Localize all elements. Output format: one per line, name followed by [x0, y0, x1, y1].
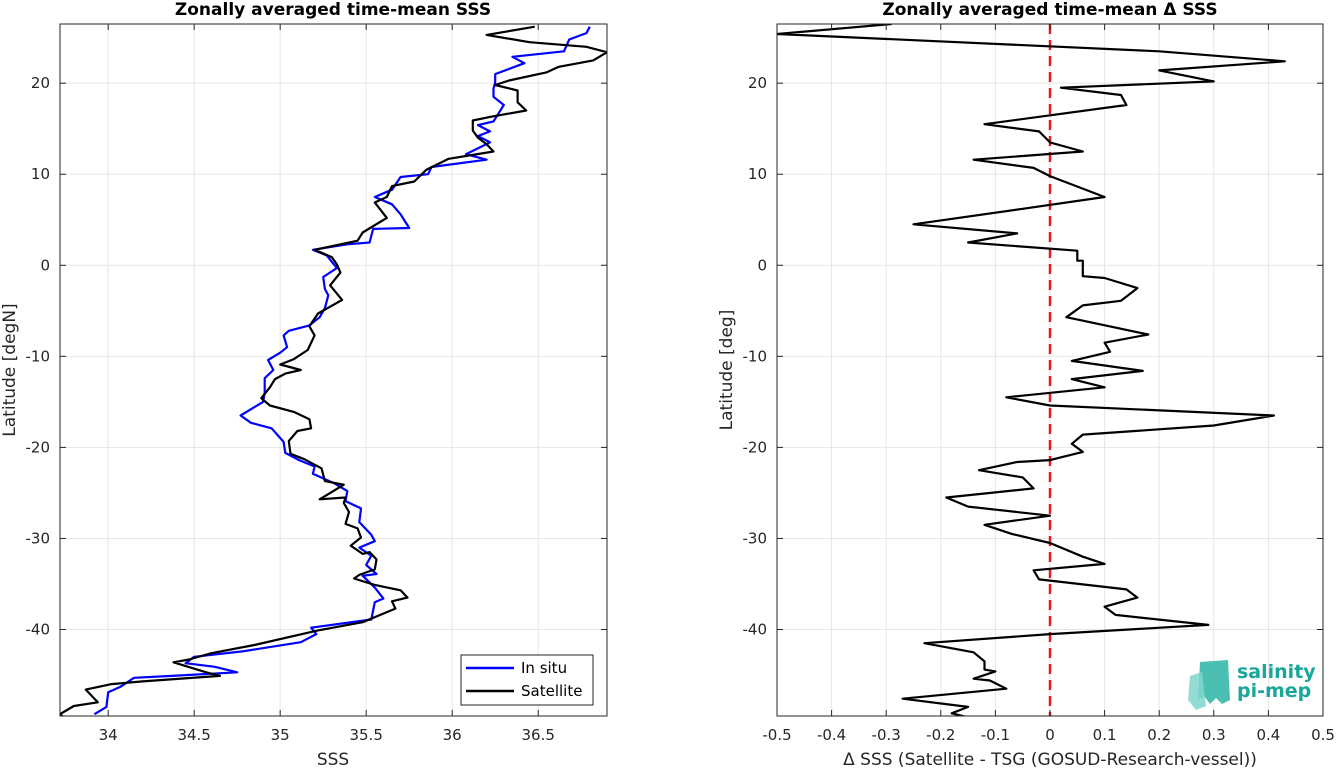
right-x-axis-label: Δ SSS (Satellite - TSG (GOSUD-Research-v… [843, 750, 1257, 769]
legend-label-satellite: Satellite [521, 682, 582, 700]
left-plot-frame [59, 23, 608, 717]
right-x-tick-label: 0.4 [1256, 726, 1280, 744]
right-y-tick-label: 0 [757, 256, 767, 274]
right-x-tick-label: -0.2 [926, 726, 955, 744]
left-x-tick-label: 36 [443, 726, 462, 744]
right-x-tick-label: 0.3 [1202, 726, 1226, 744]
right-x-tick-label: 0.5 [1311, 726, 1335, 744]
left-x-axis-label: SSS [317, 750, 349, 769]
right-x-tick-label: -0.4 [817, 726, 846, 744]
left-x-tick-label: 34 [99, 726, 118, 744]
right-x-tick-label: -0.3 [872, 726, 901, 744]
right-y-axis-label: Latitude [deg] [717, 310, 737, 431]
left-y-tick-label: 10 [31, 165, 50, 183]
right-x-tick-label: 0 [1045, 726, 1055, 744]
right-x-tick-label: -0.5 [762, 726, 791, 744]
right-y-tick-label: -30 [743, 529, 768, 547]
logo-text-pi-mep: pi-mep [1237, 680, 1311, 702]
right-x-tick-label: -0.1 [981, 726, 1010, 744]
left-y-tick-label: -30 [26, 529, 51, 547]
legend-box [460, 654, 594, 706]
legend: In situ Satellite [460, 654, 594, 706]
right-chart-title: Zonally averaged time-mean Δ SSS [882, 0, 1217, 20]
left-x-tick-label: 36.5 [521, 726, 554, 744]
left-chart-title: Zonally averaged time-mean SSS [175, 0, 491, 20]
logo-text-salinity: salinity [1237, 661, 1316, 683]
logo-waves-icon [1198, 660, 1230, 704]
left-x-tick-label: 34.5 [177, 726, 210, 744]
legend-label-in-situ: In situ [521, 659, 567, 677]
left-series-line-in-situ [93, 26, 591, 716]
left-y-tick-label: -20 [26, 438, 51, 456]
left-y-tick-label: 0 [40, 256, 50, 274]
right-y-tick-label: -20 [743, 438, 768, 456]
right-y-tick-label: -40 [743, 621, 768, 639]
left-x-tick-label: 35.5 [349, 726, 382, 744]
logo-waves-shade-icon [1188, 672, 1206, 710]
left-y-axis-label: Latitude [degN] [0, 303, 20, 436]
salinity-pi-mep-logo: salinity pi-mep [1188, 660, 1316, 710]
left-y-tick-label: -10 [26, 347, 51, 365]
right-series-line-delta-sss [777, 24, 1286, 716]
right-x-tick-label: 0.1 [1093, 726, 1117, 744]
right-y-tick-label: -10 [743, 347, 768, 365]
right-chart-panel: -0.5 -0.4 -0.3 -0.2 -0.1 0 0.1 0.2 0.3 0.4 0.5 -40 -… [717, 0, 1335, 769]
left-chart-panel: 34 34.5 35 35.5 36 36.5 -40 -30 -20 -10 0 10 20 Zona… [0, 0, 608, 769]
left-x-tick-label: 35 [271, 726, 290, 744]
left-series-line-satellite [60, 25, 607, 716]
left-y-tick-label: -40 [26, 621, 51, 639]
left-y-tick-label: 20 [31, 74, 50, 92]
right-y-tick-label: 10 [748, 165, 767, 183]
right-y-tick-label: 20 [748, 74, 767, 92]
right-x-tick-label: 0.2 [1147, 726, 1171, 744]
